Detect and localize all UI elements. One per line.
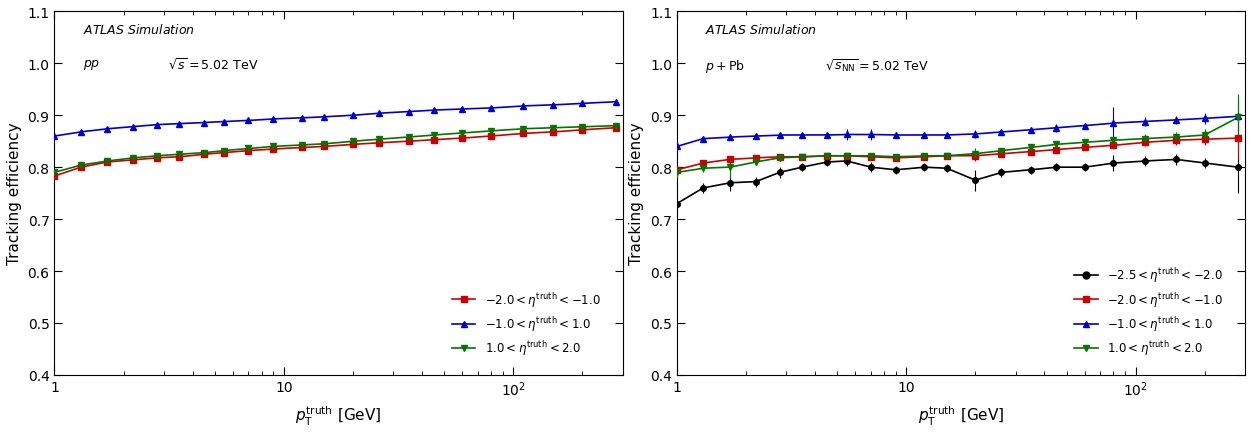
Text: $\sqrt{s_{\mathrm{NN}}}=5.02\ \mathrm{TeV}$: $\sqrt{s_{\mathrm{NN}}}=5.02\ \mathrm{Te…	[825, 58, 929, 75]
Text: $pp$: $pp$	[83, 58, 100, 72]
Legend: $-2.5 < \eta^{\mathrm{truth}} < -2.0$, $-2.0 < \eta^{\mathrm{truth}} < -1.0$, $-: $-2.5 < \eta^{\mathrm{truth}} < -2.0$, $…	[1069, 261, 1228, 362]
Text: $\sqrt{s}=5.02\ \mathrm{TeV}$: $\sqrt{s}=5.02\ \mathrm{TeV}$	[168, 58, 259, 73]
Y-axis label: Tracking efficiency: Tracking efficiency	[8, 122, 23, 265]
X-axis label: $p_{\mathrm{T}}^{\mathrm{truth}}$ [GeV]: $p_{\mathrm{T}}^{\mathrm{truth}}$ [GeV]	[295, 404, 382, 427]
Legend: $-2.0 < \eta^{\mathrm{truth}} < -1.0$, $-1.0 < \eta^{\mathrm{truth}} < 1.0$, $1.: $-2.0 < \eta^{\mathrm{truth}} < -1.0$, $…	[447, 285, 605, 362]
Text: $\mathit{ATLAS}$ $\mathit{Simulation}$: $\mathit{ATLAS}$ $\mathit{Simulation}$	[705, 23, 818, 37]
X-axis label: $p_{\mathrm{T}}^{\mathrm{truth}}$ [GeV]: $p_{\mathrm{T}}^{\mathrm{truth}}$ [GeV]	[918, 404, 1004, 427]
Text: $\mathit{ATLAS}$ $\mathit{Simulation}$: $\mathit{ATLAS}$ $\mathit{Simulation}$	[83, 23, 195, 37]
Text: $p+\mathrm{Pb}$: $p+\mathrm{Pb}$	[705, 58, 745, 75]
Y-axis label: Tracking efficiency: Tracking efficiency	[630, 122, 645, 265]
